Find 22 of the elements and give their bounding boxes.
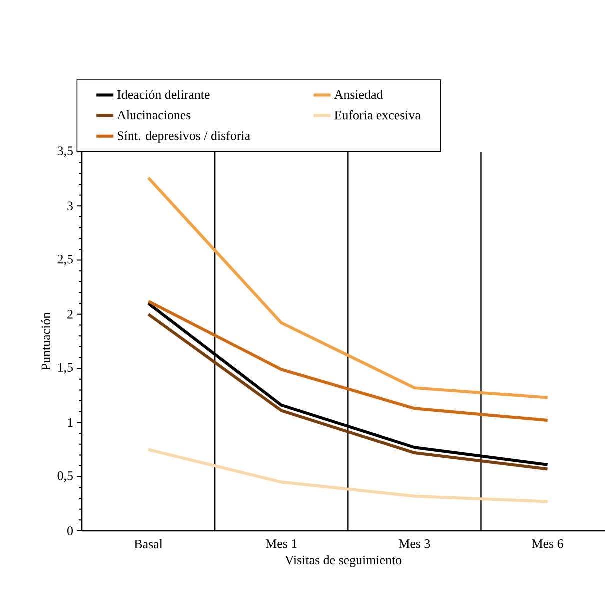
x-tick-label: Mes 6: [532, 540, 564, 548]
y-tick-label: 0: [68, 526, 74, 536]
y-tick-label: 0,5: [58, 472, 73, 482]
x-tick-label: Mes 1: [266, 540, 297, 548]
line-series: [147, 176, 550, 400]
y-axis-title: Puntuación: [41, 312, 50, 370]
y-tick-label: 2: [68, 310, 73, 319]
line-series: [147, 448, 550, 504]
y-tick-label: 3,5: [58, 146, 73, 158]
legend-label: Euforia excesiva: [334, 110, 421, 120]
legend-label: Alucinaciones: [117, 110, 191, 120]
y-tick-label: 3: [68, 202, 73, 210]
x-tick-label: Mes 3: [399, 540, 430, 548]
y-tick-label: 1: [68, 418, 73, 427]
legend-label: Sínt. depresivos / disforia: [118, 131, 250, 143]
x-axis-title: Visitas de seguimiento: [285, 555, 402, 568]
y-tick-label: 2,5: [58, 255, 73, 266]
y-tick-label: 1,5: [58, 363, 73, 374]
x-tick-label: Basal: [134, 540, 163, 549]
legend-label: Ansiedad: [334, 90, 384, 100]
line-series: [147, 300, 550, 422]
legend-label: Ideación delirante: [118, 90, 210, 100]
